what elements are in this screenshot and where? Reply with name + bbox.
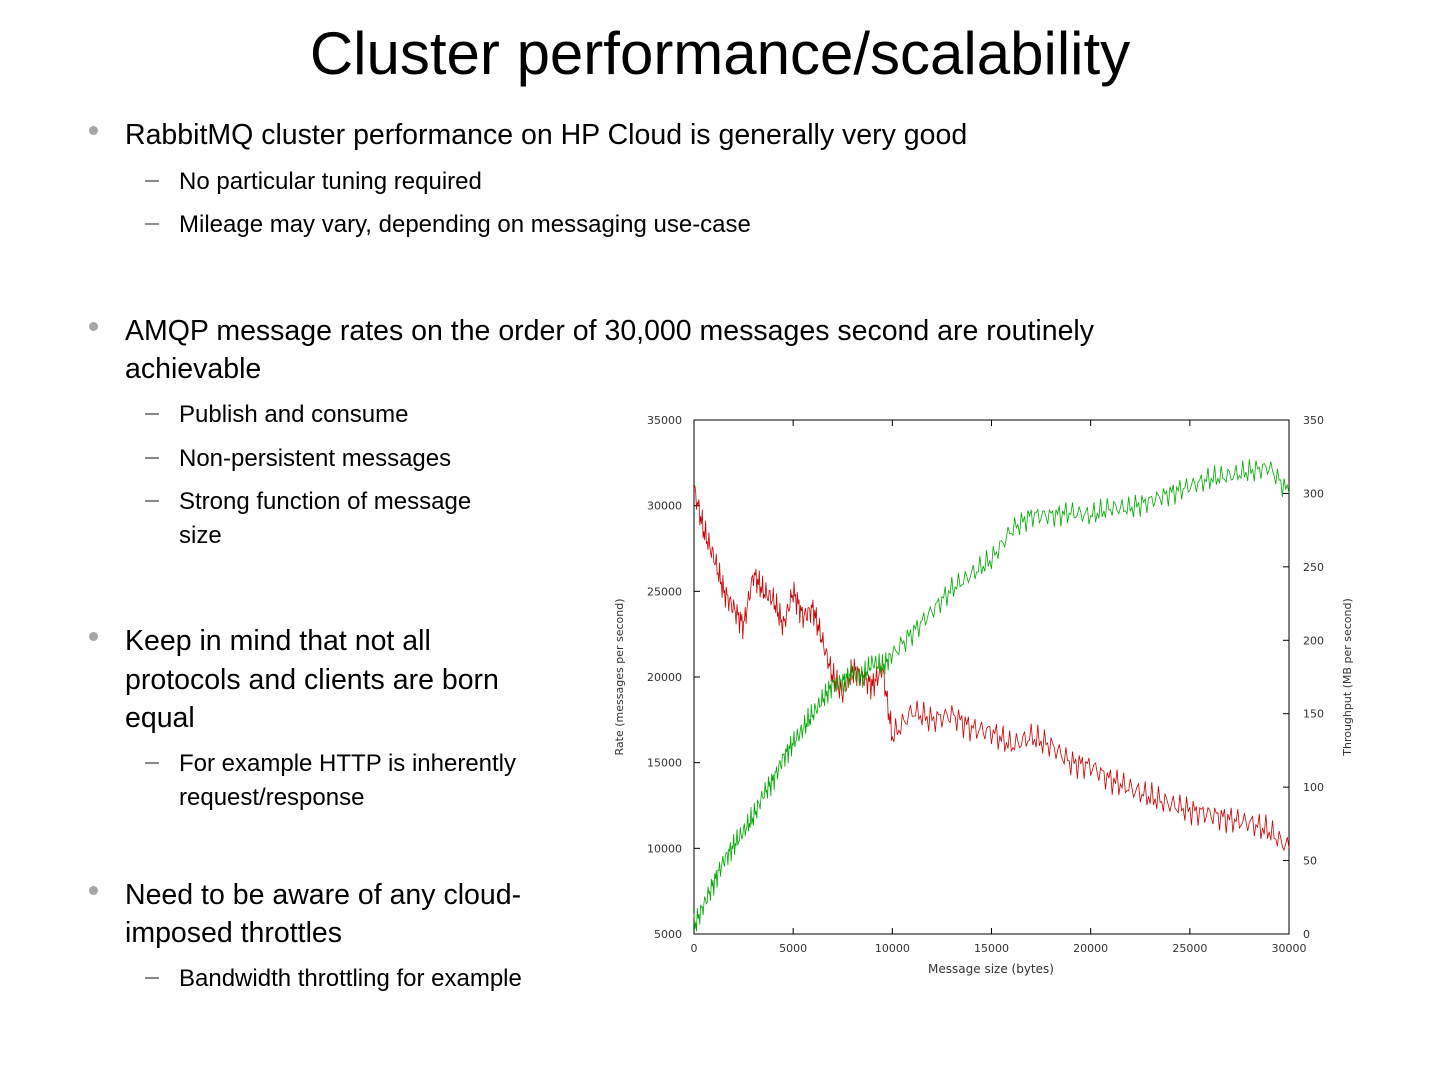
bullet-3-sub-line-2: request/response [179, 784, 365, 811]
plot-frame [693, 419, 1290, 935]
bullet-marker [89, 886, 98, 895]
bullet-3-sub-line-1: For example HTTP is inherently [179, 750, 517, 777]
y2-tick-label: 50 [1303, 855, 1317, 868]
y-tick-label: 35000 [647, 414, 682, 427]
y-tick-label: 30000 [647, 500, 682, 513]
bullet-marker [89, 632, 98, 641]
bullet-marker [89, 322, 98, 331]
x-tick-label: 15000 [974, 942, 1009, 955]
y2-axis-label: Throughput (MB per second) [1341, 598, 1354, 757]
bullet-3-line-2: protocols and clients are born [125, 664, 499, 696]
y2-tick-label: 350 [1303, 414, 1324, 427]
x-tick-label: 20000 [1073, 942, 1108, 955]
sub-bullet-marker [145, 977, 159, 979]
y-tick-label: 10000 [647, 842, 682, 855]
y-tick-label: 25000 [647, 585, 682, 598]
x-axis-label: Message size (bytes) [928, 962, 1054, 976]
y2-tick-label: 300 [1303, 487, 1324, 500]
rate-series-line [693, 485, 1290, 852]
y2-tick-label: 250 [1303, 561, 1324, 574]
bullet-3-line-1: Keep in mind that not all [125, 625, 431, 657]
x-tick-label: 30000 [1272, 942, 1307, 955]
sub-bullet-marker [145, 457, 159, 459]
sub-bullet-marker [145, 223, 159, 225]
bullet-2-sub-2: Non-persistent messages [179, 445, 452, 472]
x-tick-label: 5000 [779, 942, 807, 955]
y-tick-label: 15000 [647, 757, 682, 770]
x-tick-label: 25000 [1172, 942, 1207, 955]
bullet-2-line-1: AMQP message rates on the order of 30,00… [125, 315, 1095, 347]
bullet-1: RabbitMQ cluster performance on HP Cloud… [125, 119, 968, 151]
x-tick-label: 0 [691, 942, 698, 955]
slide-title: Cluster performance/scalability [309, 20, 1131, 87]
bullet-2-sub-1: Publish and consume [179, 401, 409, 428]
bullet-marker [89, 126, 98, 135]
bullet-2-line-2: achievable [125, 353, 262, 385]
bullet-2-sub-3-line-1: Strong function of message [179, 488, 472, 515]
bullet-4-line-2: imposed throttles [125, 917, 343, 949]
sub-bullet-marker [145, 413, 159, 415]
bullet-3-line-3: equal [125, 702, 195, 734]
sub-bullet-marker [145, 500, 159, 502]
sub-bullet-marker [145, 762, 159, 764]
y2-tick-label: 200 [1303, 634, 1324, 647]
throughput-chart: 0 5000 10000 15000 20000 25000 30000 5000 10000 1… [613, 414, 1354, 976]
bullet-2-sub-3-line-2: size [179, 522, 222, 549]
x-tick-label: 10000 [875, 942, 910, 955]
throughput-series-line [693, 459, 1290, 932]
y-tick-label: 20000 [647, 671, 682, 684]
bullet-1-sub-1: No particular tuning required [179, 168, 482, 195]
y2-tick-label: 0 [1303, 928, 1310, 941]
bullet-4-line-1: Need to be aware of any cloud- [125, 879, 522, 911]
y2-tick-label: 100 [1303, 781, 1324, 794]
y-axis-label: Rate (messages per second) [613, 599, 626, 756]
sub-bullet-marker [145, 180, 159, 182]
bullet-1-sub-2: Mileage may vary, depending on messaging… [179, 211, 751, 238]
y2-tick-label: 150 [1303, 708, 1324, 721]
bullet-4-sub: Bandwidth throttling for example [179, 965, 522, 992]
y-tick-label: 5000 [654, 928, 682, 941]
